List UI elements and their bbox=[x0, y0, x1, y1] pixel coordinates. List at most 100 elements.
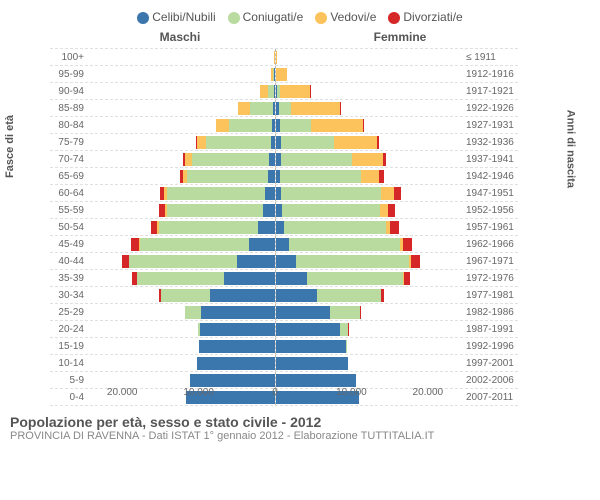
bar-zone bbox=[86, 151, 464, 167]
bar-segment bbox=[381, 187, 394, 200]
bar-zone bbox=[86, 100, 464, 116]
male-bar bbox=[86, 134, 275, 150]
legend-label: Coniugati/e bbox=[243, 10, 304, 24]
birth-year-label: 1972-1976 bbox=[464, 273, 518, 284]
age-label: 25-29 bbox=[50, 307, 86, 318]
chart-footer: Popolazione per età, sesso e stato civil… bbox=[10, 414, 590, 442]
bar-segment bbox=[390, 221, 399, 234]
birth-year-label: 1952-1956 bbox=[464, 205, 518, 216]
female-bar bbox=[275, 100, 465, 116]
female-bar bbox=[275, 66, 465, 82]
bar-segment bbox=[394, 187, 401, 200]
bar-segment bbox=[340, 102, 341, 115]
legend-item: Celibi/Nubili bbox=[137, 10, 215, 24]
age-label: 80-84 bbox=[50, 120, 86, 131]
birth-year-label: 1992-1996 bbox=[464, 341, 518, 352]
bar-segment bbox=[291, 102, 340, 115]
age-label: 90-94 bbox=[50, 86, 86, 97]
bar-segment bbox=[307, 272, 403, 285]
birth-year-label: 1982-1986 bbox=[464, 307, 518, 318]
age-label: 50-54 bbox=[50, 222, 86, 233]
age-label: 10-14 bbox=[50, 358, 86, 369]
bar-zone bbox=[86, 185, 464, 201]
bar-segment bbox=[334, 136, 377, 149]
bar-segment bbox=[187, 170, 268, 183]
pyramid-rows: 100+≤ 191195-991912-191690-941917-192185… bbox=[50, 48, 518, 382]
bar-segment bbox=[281, 153, 353, 166]
x-tick: 0 bbox=[237, 387, 313, 398]
bar-segment bbox=[129, 255, 236, 268]
bar-segment bbox=[280, 85, 310, 98]
bar-segment bbox=[280, 170, 361, 183]
female-bar bbox=[275, 219, 465, 235]
bar-segment bbox=[404, 272, 410, 285]
male-bar bbox=[86, 202, 275, 218]
age-label: 70-74 bbox=[50, 154, 86, 165]
bar-segment bbox=[276, 238, 289, 251]
bar-zone bbox=[86, 117, 464, 133]
bar-segment bbox=[289, 238, 400, 251]
birth-year-label: 1932-1936 bbox=[464, 137, 518, 148]
pyramid-row: 70-741937-1941 bbox=[50, 151, 518, 168]
pyramid-row: 15-191992-1996 bbox=[50, 338, 518, 355]
female-bar bbox=[275, 168, 465, 184]
female-bar bbox=[275, 321, 465, 337]
male-bar bbox=[86, 287, 275, 303]
age-label: 45-49 bbox=[50, 239, 86, 250]
pyramid-row: 80-84 1927-1931 bbox=[50, 117, 518, 134]
bar-segment bbox=[265, 187, 274, 200]
male-bar bbox=[86, 304, 275, 320]
bar-segment bbox=[276, 221, 284, 234]
bar-segment bbox=[311, 119, 364, 132]
male-bar bbox=[86, 338, 275, 354]
pyramid-row: 45-491962-1966 bbox=[50, 236, 518, 253]
age-label: 5-9 bbox=[50, 375, 86, 386]
female-bar bbox=[275, 185, 465, 201]
birth-year-label: 1912-1916 bbox=[464, 69, 518, 80]
bar-segment bbox=[140, 238, 249, 251]
bar-segment bbox=[151, 221, 158, 234]
pyramid-row: 60-641947-1951 bbox=[50, 185, 518, 202]
male-bar bbox=[86, 185, 275, 201]
age-label: 0-4 bbox=[50, 392, 86, 403]
bar-zone bbox=[86, 66, 464, 82]
legend: Celibi/NubiliConiugati/eVedovi/eDivorzia… bbox=[10, 10, 590, 24]
bar-zone bbox=[86, 355, 464, 371]
bar-zone bbox=[86, 236, 464, 252]
bar-segment bbox=[197, 136, 206, 149]
birth-year-label: 1977-1981 bbox=[464, 290, 518, 301]
male-bar bbox=[86, 100, 275, 116]
age-label: 20-24 bbox=[50, 324, 86, 335]
bar-segment bbox=[276, 306, 331, 319]
bar-segment bbox=[192, 153, 269, 166]
legend-item: Coniugati/e bbox=[228, 10, 304, 24]
bar-segment bbox=[276, 51, 277, 64]
pyramid-row: 25-29 1982-1986 bbox=[50, 304, 518, 321]
birth-year-label: 1917-1921 bbox=[464, 86, 518, 97]
bar-segment bbox=[281, 187, 381, 200]
birth-year-label: 2007-2011 bbox=[464, 392, 518, 403]
bar-zone bbox=[86, 168, 464, 184]
female-bar bbox=[275, 253, 465, 269]
x-tick: 10.000 bbox=[313, 387, 389, 398]
female-bar bbox=[275, 151, 465, 167]
bar-segment bbox=[276, 340, 347, 353]
age-label: 65-69 bbox=[50, 171, 86, 182]
birth-year-label: 1997-2001 bbox=[464, 358, 518, 369]
male-bar bbox=[86, 355, 275, 371]
x-tick: 20.000 bbox=[84, 387, 160, 398]
birth-year-label: 1927-1931 bbox=[464, 120, 518, 131]
bar-segment bbox=[185, 153, 192, 166]
bar-segment bbox=[224, 272, 275, 285]
bar-segment bbox=[210, 289, 274, 302]
legend-item: Divorziati/e bbox=[388, 10, 462, 24]
pyramid-row: 100+≤ 1911 bbox=[50, 48, 518, 66]
bar-segment bbox=[250, 102, 273, 115]
bar-segment bbox=[249, 238, 274, 251]
bar-segment bbox=[383, 153, 386, 166]
bar-zone bbox=[86, 49, 464, 65]
header-male: Maschi bbox=[70, 30, 290, 44]
bar-segment bbox=[263, 204, 274, 217]
male-bar bbox=[86, 49, 275, 65]
age-label: 55-59 bbox=[50, 205, 86, 216]
